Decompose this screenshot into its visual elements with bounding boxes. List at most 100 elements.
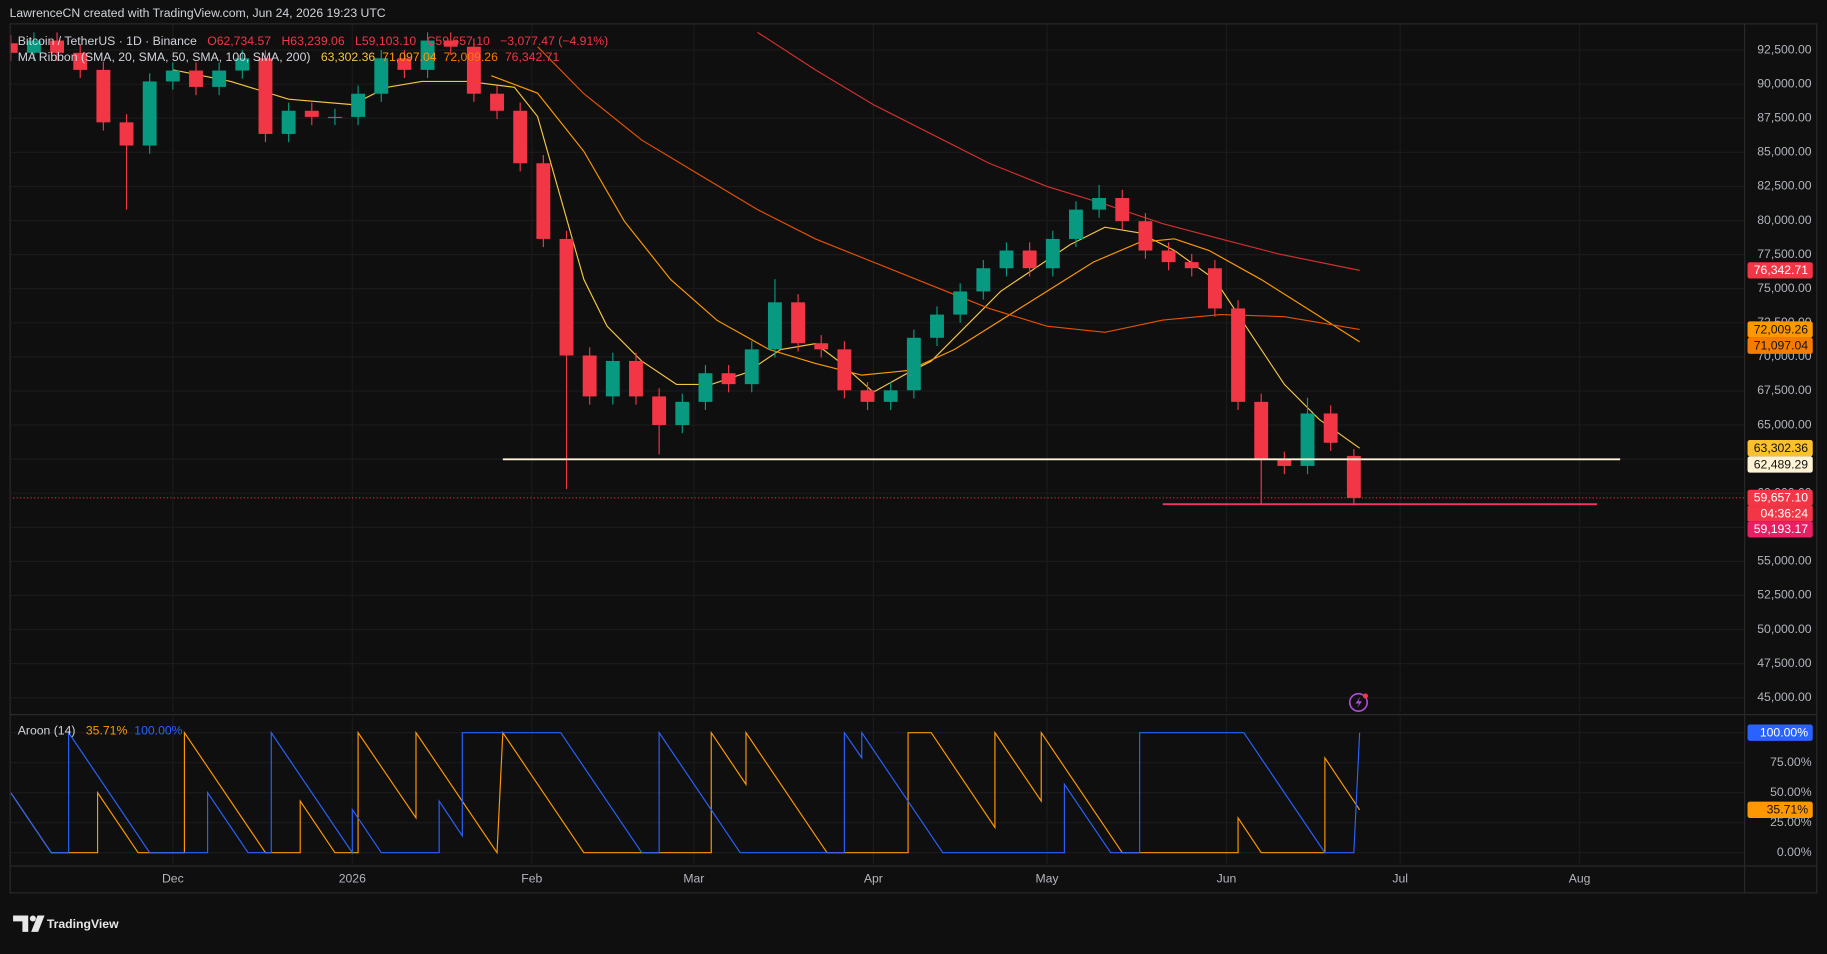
y-tick-label: 67,500.00 <box>1757 383 1812 397</box>
chart-frame <box>9 23 1818 894</box>
candle-body <box>883 390 898 402</box>
x-tick-label: Mar <box>683 872 704 886</box>
candle-body <box>258 58 273 134</box>
candle-body <box>1254 401 1269 460</box>
brand: TradingView <box>13 915 119 932</box>
aroon-name: Aroon (14) <box>18 724 76 738</box>
price-tag-label: 62,489.29 <box>1754 457 1809 471</box>
candle-body <box>860 390 875 402</box>
candle-body <box>374 58 389 94</box>
candle-body <box>1300 413 1315 466</box>
candle-body <box>327 116 342 119</box>
y-tick-label: 77,500.00 <box>1757 247 1812 261</box>
ma-line <box>491 75 1360 376</box>
candle-body <box>582 355 597 397</box>
y-tick-label: 85,000.00 <box>1757 145 1812 159</box>
price-plot <box>9 31 1745 506</box>
candle-body <box>9 43 18 53</box>
ohlc-open: O62,734.57 <box>207 34 271 48</box>
ohlc-close: C59,657.10 <box>427 34 490 48</box>
y-tick-label: 75,000.00 <box>1757 281 1812 295</box>
candle-body <box>119 122 134 146</box>
candle-body <box>212 70 227 87</box>
ma-name: MA Ribbon (SMA, 20, SMA, 50, SMA, 100, S… <box>18 50 311 64</box>
legend-value: 100.00% <box>134 724 182 738</box>
candle-body <box>976 268 991 292</box>
candle-body <box>1346 455 1361 498</box>
legend-value: 76,342.71 <box>505 50 560 64</box>
y-tick-label: 45,000.00 <box>1757 690 1812 704</box>
credit: LawrenceCN created with TradingView.com,… <box>10 6 386 20</box>
x-tick-label: May <box>1035 872 1059 886</box>
candle-body <box>1161 250 1176 263</box>
price-tag <box>1747 321 1813 338</box>
ma-legend: MA Ribbon (SMA, 20, SMA, 50, SMA, 100, S… <box>18 50 560 64</box>
price-tag-label: 100.00% <box>1760 726 1808 740</box>
candle-body <box>605 360 620 397</box>
candle-body <box>652 396 667 426</box>
y-tick-label: 90,000.00 <box>1757 76 1812 90</box>
price-tag <box>1747 440 1813 457</box>
candle-body <box>744 349 759 385</box>
candle-body <box>513 110 528 164</box>
y-tick-label: 50,000.00 <box>1757 622 1812 636</box>
aroon-line <box>10 730 1361 855</box>
price-tag <box>1747 456 1813 473</box>
candle-body <box>73 52 88 70</box>
y-tick-label: 52,500.00 <box>1757 588 1812 602</box>
candle-body <box>675 401 690 426</box>
logo-mark-dot <box>29 915 36 922</box>
y-tick-label: 47,500.00 <box>1757 656 1812 670</box>
candle-body <box>281 110 296 134</box>
aroon-plot <box>10 730 1361 855</box>
legend-value: 72,009.26 <box>444 50 499 64</box>
price-tag-label: 59,193.17 <box>1754 522 1809 536</box>
candle-body <box>1138 221 1153 251</box>
candle-body <box>420 40 435 70</box>
ohlc-low: L59,103.10 <box>355 34 416 48</box>
x-tick-label: Feb <box>521 872 542 886</box>
candle-body <box>1231 308 1245 402</box>
price-tag <box>1747 521 1813 538</box>
y-tick-label: 0.00% <box>1777 845 1812 859</box>
candle-body <box>1022 250 1037 269</box>
candle-body <box>721 373 736 385</box>
candle-body <box>1323 413 1338 443</box>
price-tag-label: 72,009.26 <box>1754 322 1809 336</box>
brand-name: TradingView <box>47 917 119 931</box>
alert-bolt[interactable] <box>1355 696 1362 709</box>
x-tick-label: Jul <box>1392 872 1408 886</box>
y-tick-label: 87,500.00 <box>1757 110 1812 124</box>
candle-body <box>930 314 944 338</box>
alert-ring[interactable] <box>1348 692 1369 712</box>
candle-body <box>96 69 111 123</box>
candle-body <box>953 291 968 315</box>
x-tick-label: Apr <box>864 872 883 886</box>
legend-value: 63,302.36 <box>321 50 376 64</box>
x-tick-label: Aug <box>1569 872 1591 886</box>
candle-body <box>1092 198 1107 210</box>
legend-value: 35.71% <box>86 724 128 738</box>
candle-body <box>466 46 481 94</box>
ohlc-change: −3,077.47 (−4.91%) <box>500 34 608 48</box>
price-tag <box>1747 337 1813 354</box>
candle-body <box>189 70 203 87</box>
ohlc-high: H63,239.06 <box>281 34 344 48</box>
candle-body <box>26 40 41 53</box>
price-tag <box>1747 489 1813 507</box>
candle-body <box>50 40 65 53</box>
y-tick-label: 25.00% <box>1770 815 1812 829</box>
alert-dot <box>1362 693 1369 699</box>
ma-line <box>757 31 1360 271</box>
price-tag-label: 71,097.04 <box>1754 339 1809 353</box>
candle-body <box>791 302 806 344</box>
x-tick-label: Dec <box>162 872 184 886</box>
alert-icon[interactable] <box>1348 692 1369 712</box>
candle-body <box>1069 209 1083 239</box>
symbol: Bitcoin / TetherUS · 1D · Binance <box>18 34 197 48</box>
y-tick-label: 82,500.00 <box>1757 179 1812 193</box>
price-tag-label: 59,657.10 <box>1754 491 1809 505</box>
aroon-legend: Aroon (14) 35.71% 100.00% <box>18 724 183 738</box>
